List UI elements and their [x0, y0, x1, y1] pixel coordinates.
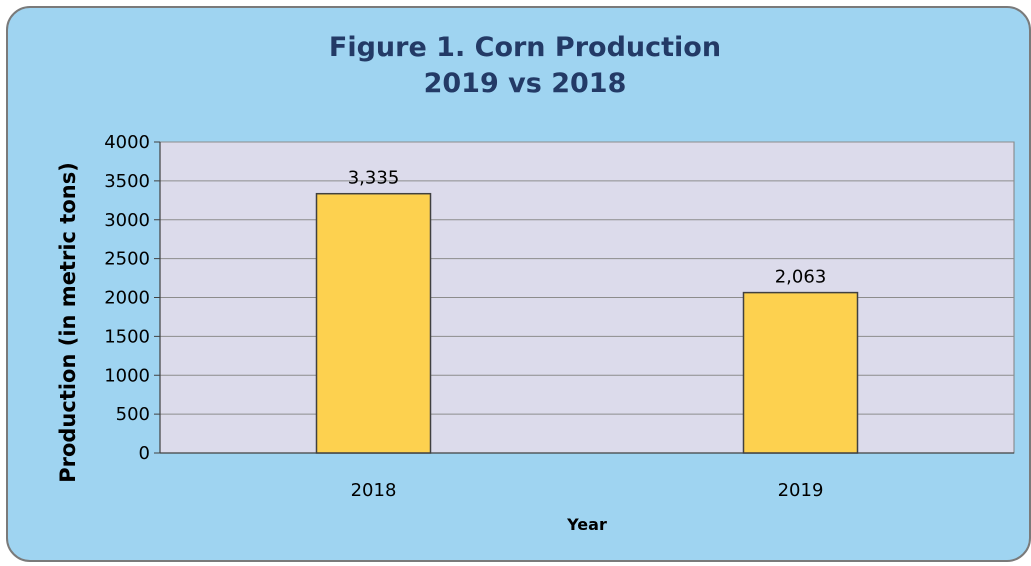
y-axis-title: Production (in metric tons) — [56, 162, 80, 483]
y-tick-label: 2000 — [104, 288, 150, 309]
y-tick-label: 0 — [139, 443, 150, 464]
data-label-2018: 3,335 — [348, 168, 400, 189]
bar-2019 — [742, 291, 859, 454]
x-axis-ticks: 2018 2019 — [351, 480, 824, 501]
y-tick-label: 500 — [116, 404, 150, 425]
chart-subtitle: 2019 vs 2018 — [424, 68, 627, 99]
y-tick-label: 3500 — [104, 171, 150, 192]
chart-title: Figure 1. Corn Production — [329, 32, 721, 63]
bars: 3,335 2,063 — [315, 168, 859, 454]
x-tick-label-2018: 2018 — [351, 480, 397, 501]
y-tick-label: 2500 — [104, 249, 150, 270]
x-tick-label-2019: 2019 — [778, 480, 824, 501]
bar-2018 — [315, 192, 432, 454]
y-axis-ticks: 0 500 1000 1500 2000 2500 3000 3500 4000 — [104, 132, 1014, 464]
data-label-2019: 2,063 — [775, 267, 827, 288]
y-tick-label: 1500 — [104, 326, 150, 347]
y-tick-label: 4000 — [104, 132, 150, 153]
gridlines — [160, 141, 1014, 415]
y-tick-label: 3000 — [104, 210, 150, 231]
x-axis-title: Year — [566, 515, 607, 534]
y-tick-label: 1000 — [104, 365, 150, 386]
